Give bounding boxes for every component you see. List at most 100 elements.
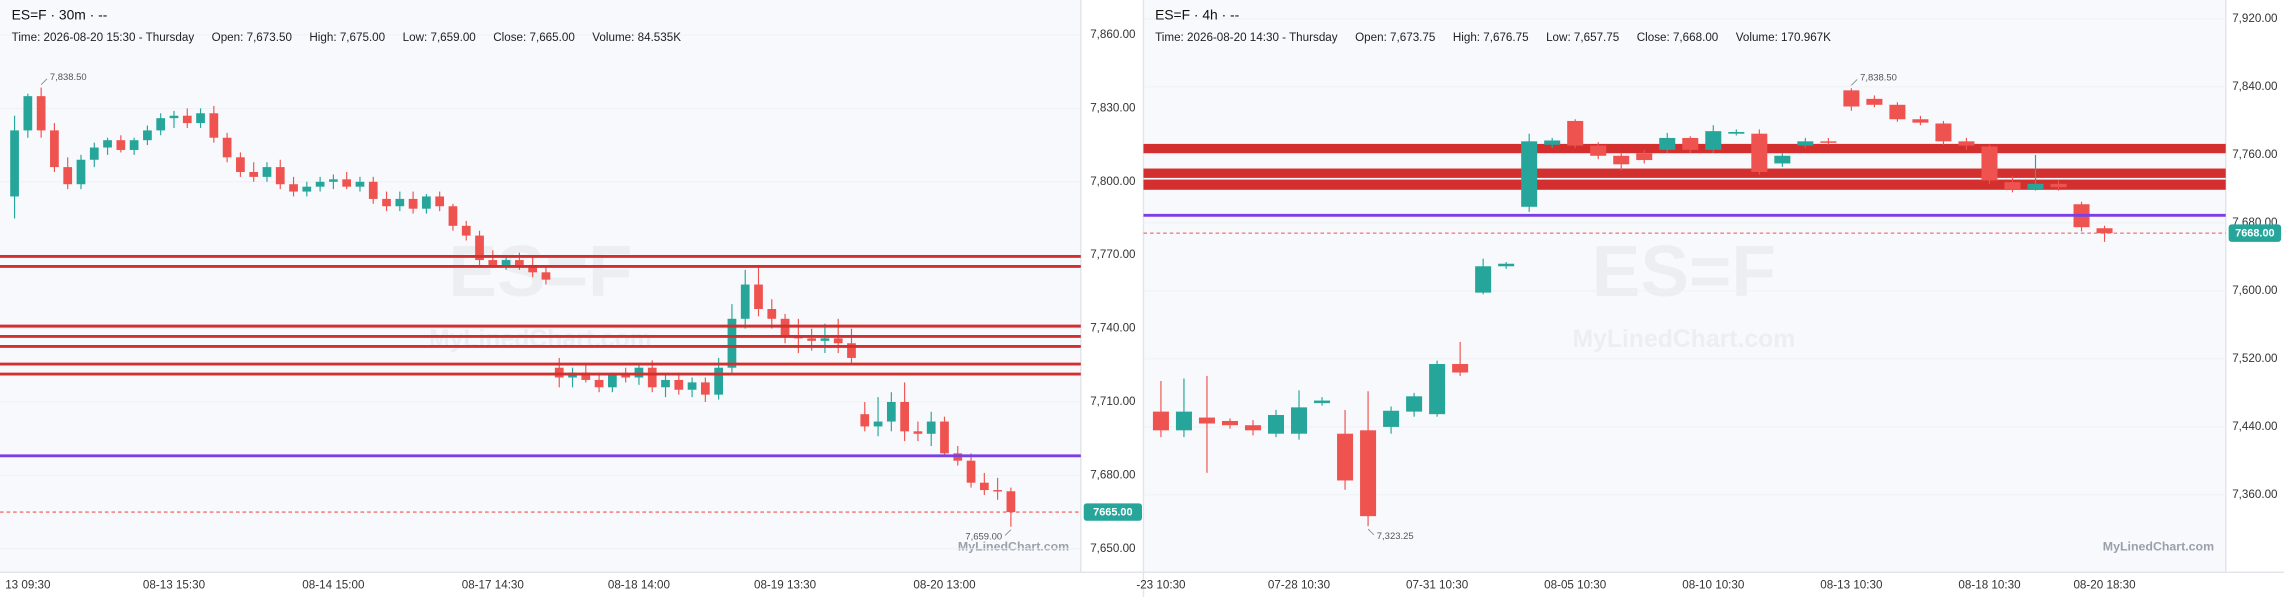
candle-body (634, 367, 644, 378)
header-item: Volume: 84.535K (592, 31, 681, 44)
candle-body (342, 179, 352, 187)
x-tick-label: 08-18 10:30 (1958, 578, 2021, 591)
candle-body (182, 115, 192, 124)
candle-body (1774, 155, 1791, 164)
candle-body (1820, 141, 1837, 143)
candle-body (767, 308, 777, 319)
candle-body (196, 113, 205, 124)
candle-body (847, 343, 856, 358)
candle-body (515, 260, 524, 265)
candle-body (262, 167, 272, 177)
candle-body (833, 338, 843, 344)
candle-body (1544, 140, 1561, 145)
candle-body (1843, 90, 1860, 107)
candle-body (408, 198, 418, 209)
x-tick-label: 13 09:30 (5, 578, 51, 591)
x-tick-label: 08-13 10:30 (1820, 578, 1883, 591)
candle-body (1705, 131, 1722, 150)
candle-body (475, 235, 484, 261)
max-label: 7,838.50 (50, 72, 87, 83)
candle-body (661, 379, 670, 388)
candle-body (900, 401, 909, 432)
candle-body (116, 140, 126, 150)
candle-body (63, 167, 73, 185)
candle-body (435, 196, 445, 207)
y-tick-label: 7,860.00 (1090, 28, 1136, 41)
min-label: 7,659.00 (965, 531, 1002, 542)
candle-body (1613, 155, 1630, 165)
candle-body (395, 198, 405, 207)
candle-body (1314, 400, 1331, 404)
y-tick-label: 7,830.00 (1090, 101, 1136, 114)
candle-body (820, 338, 830, 341)
x-tick-label: 08-10 10:30 (1682, 578, 1745, 591)
candle-body (448, 206, 458, 226)
candle-body (382, 198, 391, 207)
candle-body (461, 225, 471, 236)
candle-body (1406, 396, 1423, 412)
candle-body (1567, 120, 1584, 146)
x-tick-label: 07-31 10:30 (1406, 578, 1469, 591)
header-item: High: 7,676.75 (1453, 31, 1529, 44)
candle-body (714, 367, 724, 395)
y-tick-label: 7,800.00 (1090, 175, 1136, 188)
candle-body (50, 130, 59, 168)
candle-body (1244, 425, 1262, 431)
x-tick-label: 08-13 15:30 (143, 578, 206, 591)
max-label: 7,838.50 (1860, 73, 1897, 84)
watermark-site: MyLinedChart.com (1572, 326, 1795, 353)
candle-body (368, 181, 378, 199)
candle-body (807, 338, 817, 341)
header-item: Time: 2026-08-20 15:30 - Thursday (12, 31, 195, 44)
candle-body (886, 401, 896, 422)
candle-body (1429, 364, 1446, 415)
candle-body (1728, 131, 1745, 134)
header-item: Close: 7,668.00 (1637, 31, 1719, 44)
candle-body (913, 431, 923, 434)
header-item: Open: 7,673.75 (1355, 31, 1435, 44)
header-item: Close: 7,665.00 (493, 31, 575, 44)
candle-body (700, 382, 710, 395)
x-axis-panel (0, 572, 2284, 597)
candle-body (594, 379, 604, 388)
candle-body (1337, 433, 1354, 481)
candle-body (1452, 364, 1469, 373)
y-tick-label: 7,360.00 (2232, 488, 2278, 501)
min-label: 7,323.25 (1377, 531, 1414, 542)
candle-body (1797, 141, 1814, 146)
candle-body (36, 96, 46, 131)
candle-body (1958, 141, 1975, 146)
candle-body (1866, 98, 1883, 105)
candle-body (143, 130, 152, 141)
candle-body (1267, 415, 1285, 434)
y-tick-label: 7,840.00 (2232, 80, 2278, 93)
candle-body (275, 167, 285, 185)
candle-body (1521, 141, 1538, 207)
chart-title: ES=F · 4h · -- (1155, 7, 1239, 23)
candle-body (554, 367, 564, 378)
candle-body (169, 115, 179, 119)
y-tick-label: 7,520.00 (2232, 352, 2278, 365)
candle-body (528, 264, 538, 273)
candle-body (1291, 407, 1308, 434)
candle-body (23, 96, 33, 131)
candle-body (1221, 420, 1238, 426)
last-price-tag (1083, 503, 1142, 521)
header-item: Time: 2026-08-20 14:30 - Thursday (1155, 31, 1338, 44)
candle-body (541, 272, 551, 280)
x-tick-label: 08-18 14:00 (608, 578, 671, 591)
candle-body (315, 181, 325, 187)
y-axis-panel (2225, 0, 2284, 597)
zone (1143, 179, 2226, 190)
candle-body (1475, 266, 1492, 293)
x-tick-label: 08-20 13:00 (913, 578, 976, 591)
candle-body (926, 421, 936, 434)
candle-body (1889, 104, 1906, 120)
candle-body (607, 375, 617, 388)
candle-body (1383, 410, 1400, 427)
candle-body (621, 375, 631, 378)
watermark: ES=F (1592, 231, 1776, 312)
x-tick-label: 08-14 15:00 (302, 578, 365, 591)
